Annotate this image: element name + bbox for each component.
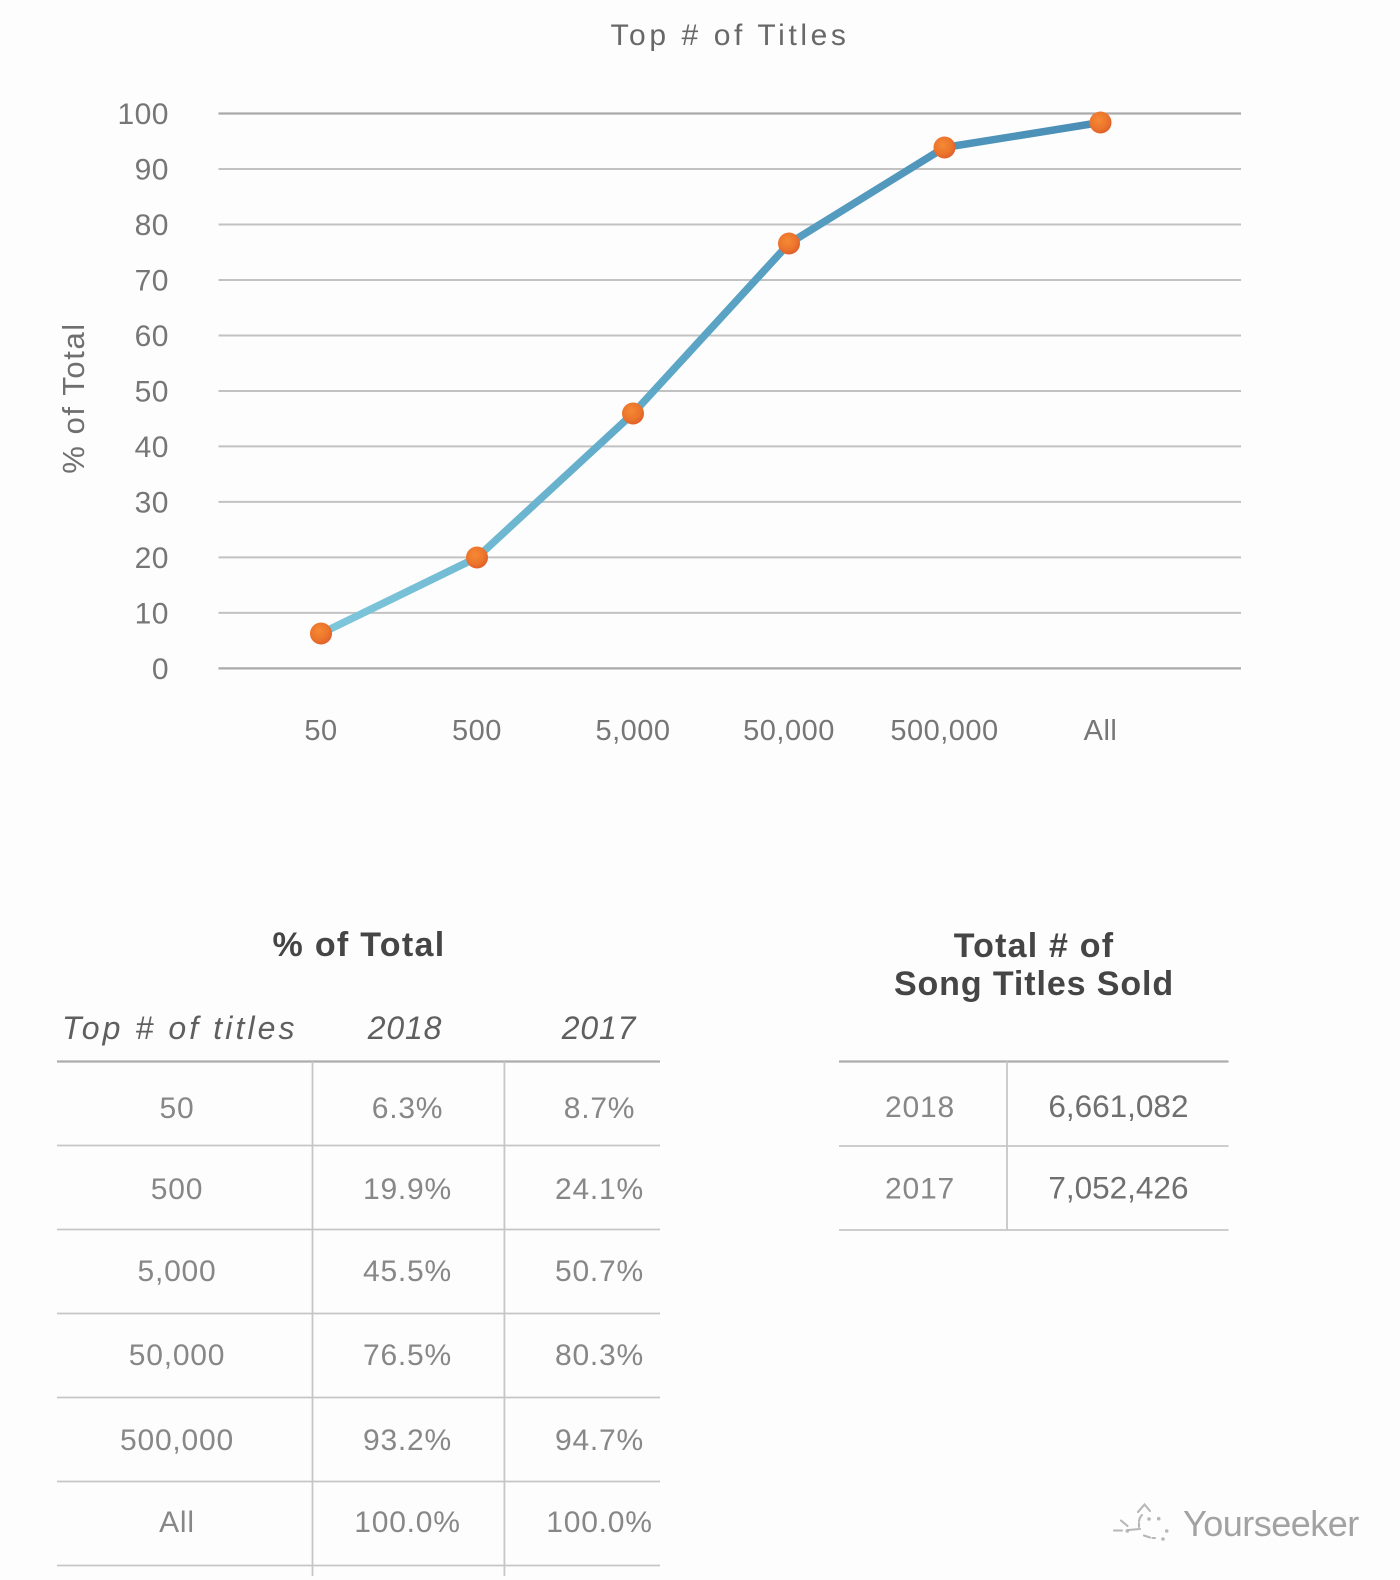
svg-text:Song Titles Sold: Song Titles Sold xyxy=(894,965,1174,1003)
svg-text:6,661,082: 6,661,082 xyxy=(1048,1088,1188,1124)
svg-text:All: All xyxy=(159,1506,195,1539)
svg-text:24.1%: 24.1% xyxy=(555,1173,644,1206)
svg-text:Yourseeker: Yourseeker xyxy=(1183,1503,1359,1544)
svg-text:Top # of titles: Top # of titles xyxy=(62,1010,298,1046)
svg-text:100.0%: 100.0% xyxy=(354,1506,461,1539)
svg-text:Top # of Titles: Top # of Titles xyxy=(610,19,849,52)
svg-text:40: 40 xyxy=(135,431,169,464)
svg-text:20: 20 xyxy=(135,542,169,575)
svg-text:100: 100 xyxy=(117,98,169,131)
svg-text:5,000: 5,000 xyxy=(137,1255,216,1288)
svg-text:80.3%: 80.3% xyxy=(555,1339,644,1372)
svg-text:90: 90 xyxy=(135,154,169,187)
svg-text:8.7%: 8.7% xyxy=(564,1092,636,1125)
svg-text:% of Total: % of Total xyxy=(56,322,91,474)
svg-text:19.9%: 19.9% xyxy=(363,1173,452,1206)
svg-text:500: 500 xyxy=(452,715,502,747)
svg-text:2017: 2017 xyxy=(885,1173,955,1206)
svg-text:70: 70 xyxy=(135,265,169,298)
svg-text:Total # of: Total # of xyxy=(954,927,1115,965)
svg-text:2018: 2018 xyxy=(885,1091,955,1124)
svg-text:2018: 2018 xyxy=(367,1010,442,1046)
svg-text:60: 60 xyxy=(135,320,169,353)
svg-text:2017: 2017 xyxy=(561,1010,637,1046)
svg-text:500: 500 xyxy=(151,1173,203,1206)
svg-text:45.5%: 45.5% xyxy=(363,1255,452,1288)
svg-text:76.5%: 76.5% xyxy=(363,1339,452,1372)
svg-text:94.7%: 94.7% xyxy=(555,1424,644,1457)
svg-text:50: 50 xyxy=(160,1092,195,1125)
svg-text:All: All xyxy=(1084,715,1118,747)
svg-text:0: 0 xyxy=(152,653,169,686)
svg-text:30: 30 xyxy=(135,486,169,519)
svg-text:50: 50 xyxy=(135,376,169,409)
svg-text:% of Total: % of Total xyxy=(273,926,446,964)
svg-text:500,000: 500,000 xyxy=(890,715,998,747)
svg-text:500,000: 500,000 xyxy=(120,1424,234,1457)
svg-text:7,052,426: 7,052,426 xyxy=(1048,1170,1188,1206)
svg-text:5,000: 5,000 xyxy=(595,715,670,747)
svg-text:50: 50 xyxy=(304,715,337,747)
svg-text:50,000: 50,000 xyxy=(743,715,835,747)
svg-text:93.2%: 93.2% xyxy=(363,1424,452,1457)
svg-text:6.3%: 6.3% xyxy=(372,1092,444,1125)
svg-text:80: 80 xyxy=(135,209,169,242)
svg-text:50.7%: 50.7% xyxy=(555,1255,644,1288)
svg-text:10: 10 xyxy=(135,597,169,630)
svg-text:50,000: 50,000 xyxy=(129,1339,226,1372)
svg-text:100.0%: 100.0% xyxy=(546,1506,653,1539)
